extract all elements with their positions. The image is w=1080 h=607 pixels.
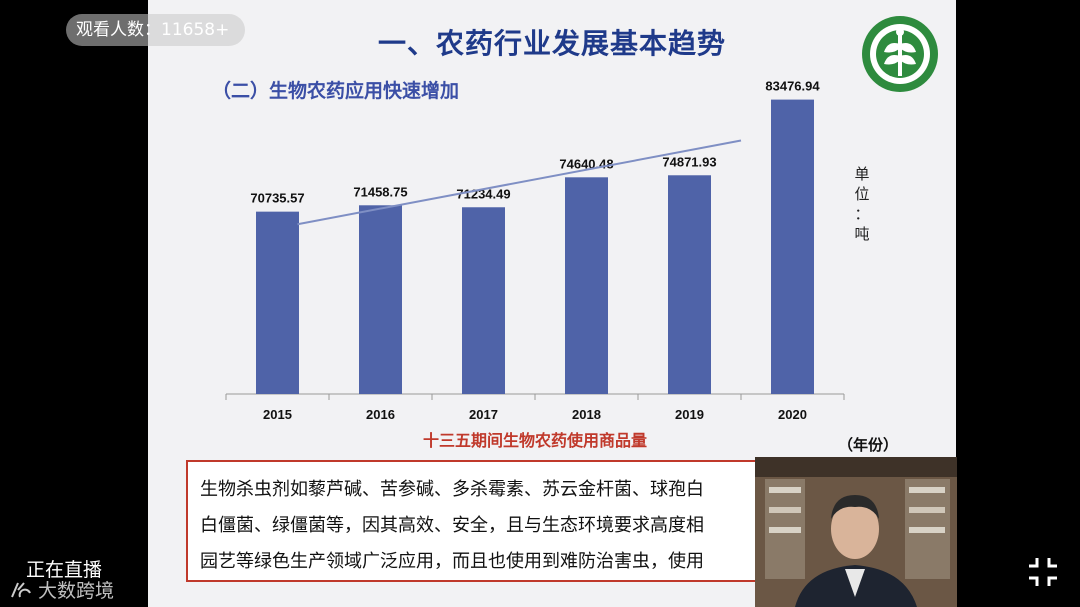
x-tick-label: 2016 [366, 407, 395, 422]
chart-bar [668, 175, 711, 394]
bar-data-label: 71234.49 [456, 186, 510, 201]
presenter-video [755, 457, 957, 607]
watermark-logo-icon [11, 581, 31, 597]
chart-bar [359, 205, 402, 394]
description-line: 园艺等绿色生产领域广泛应用，而且也使用到难防治害虫，使用 [200, 551, 704, 572]
x-tick-label: 2019 [675, 407, 704, 422]
presentation-slide: 一、农药行业发展基本趋势 （二）生物农药应用快速增加 70735.57 2015 7… [148, 0, 956, 607]
chart-bar [565, 177, 608, 394]
x-tick-label: 2015 [263, 407, 292, 422]
watermark: 大数跨境 [10, 576, 114, 603]
x-tick-label: 2018 [572, 407, 601, 422]
bar-data-label: 70735.57 [250, 191, 304, 206]
x-tick-label: 2017 [469, 407, 498, 422]
bar-data-label: 74871.93 [662, 154, 716, 169]
year-axis-label: （年份） [838, 436, 899, 454]
viewer-count-badge: 观看人数：11658+ [66, 14, 246, 46]
unit-label: 单 位 ： 吨 [854, 165, 870, 243]
bar-chart: 70735.57201571458.75201671234.4920177464… [225, 79, 845, 450]
chart-caption: 十三五期间生物农药使用商品量 [423, 431, 647, 450]
chart-bar [256, 211, 299, 394]
chart-bar [771, 99, 814, 394]
organization-logo-icon [862, 16, 938, 92]
trend-line [297, 139, 742, 226]
description-line: 生物杀虫剂如藜芦碱、苦参碱、多杀霉素、苏云金杆菌、球孢白 [200, 479, 704, 500]
x-tick-label: 2020 [778, 407, 807, 422]
live-status-label: 正在直播 [26, 559, 103, 581]
description-box: 生物杀虫剂如藜芦碱、苦参碱、多杀霉素、苏云金杆菌、球孢白 白僵菌、绿僵菌等，因其… [186, 460, 806, 582]
slide-title: 一、农药行业发展基本趋势 [377, 27, 726, 60]
slide-subtitle: （二）生物农药应用快速增加 [212, 80, 460, 102]
description-line: 白僵菌、绿僵菌等，因其高效、安全，且与生态环境要求高度相 [200, 515, 704, 536]
bar-data-label: 83476.94 [765, 79, 820, 94]
bar-data-label: 71458.75 [353, 184, 407, 199]
chart-bar [462, 207, 505, 394]
exit-fullscreen-icon[interactable] [1026, 555, 1060, 589]
